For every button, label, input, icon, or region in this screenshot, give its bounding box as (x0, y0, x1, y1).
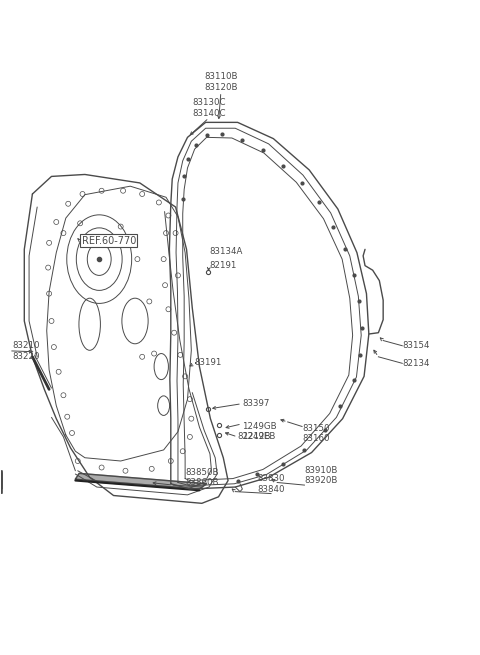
Text: 83130C
83140C: 83130C 83140C (192, 98, 226, 118)
Text: 82191: 82191 (209, 261, 236, 270)
Text: 82134: 82134 (402, 359, 430, 368)
Text: 83110B
83120B: 83110B 83120B (204, 72, 238, 92)
Text: 83210
83220: 83210 83220 (12, 341, 39, 361)
Text: 83134A: 83134A (209, 247, 242, 256)
Text: 83397: 83397 (242, 399, 269, 408)
Text: REF.60-770: REF.60-770 (82, 236, 136, 246)
Text: 83910B
83920B: 83910B 83920B (304, 466, 338, 485)
Text: 83830
83840: 83830 83840 (257, 474, 285, 494)
Text: 83150
83160: 83150 83160 (302, 424, 330, 443)
Text: 83154: 83154 (402, 341, 430, 350)
Text: 82212B: 82212B (238, 432, 271, 441)
Text: 83850B
83860B: 83850B 83860B (185, 468, 218, 487)
Text: 83191: 83191 (195, 358, 222, 367)
Text: 1249GB
1249EB: 1249GB 1249EB (242, 422, 276, 441)
Polygon shape (75, 474, 206, 489)
